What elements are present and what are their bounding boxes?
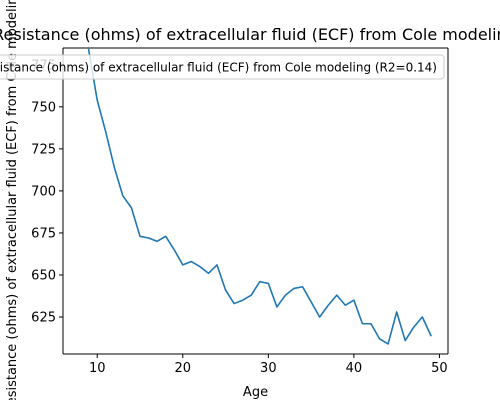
x-tick-label: 10: [89, 361, 106, 376]
legend-entry-label: Resistance (ohms) of extracellular fluid…: [0, 61, 437, 75]
y-tick-label: 700: [31, 184, 56, 199]
x-axis-ticks: 10 20 30 40 50: [89, 354, 448, 376]
series-line: [89, 50, 431, 344]
x-tick-label: 30: [260, 361, 277, 376]
y-tick-label: 675: [31, 226, 56, 241]
x-tick-label: 40: [346, 361, 363, 376]
y-tick-label: 625: [31, 311, 56, 326]
legend: Resistance (ohms) of extracellular fluid…: [0, 55, 444, 79]
chart-title: Resistance (ohms) of extracellular fluid…: [0, 25, 500, 44]
plot-area: [89, 50, 431, 344]
y-tick-label: 750: [31, 100, 56, 115]
x-tick-label: 20: [175, 361, 192, 376]
y-tick-label: 650: [31, 268, 56, 283]
x-axis-label: Age: [243, 385, 268, 400]
x-tick-label: 50: [431, 361, 448, 376]
y-axis-ticks: 625650675700725750775: [31, 58, 63, 325]
y-tick-label: 725: [31, 142, 56, 157]
